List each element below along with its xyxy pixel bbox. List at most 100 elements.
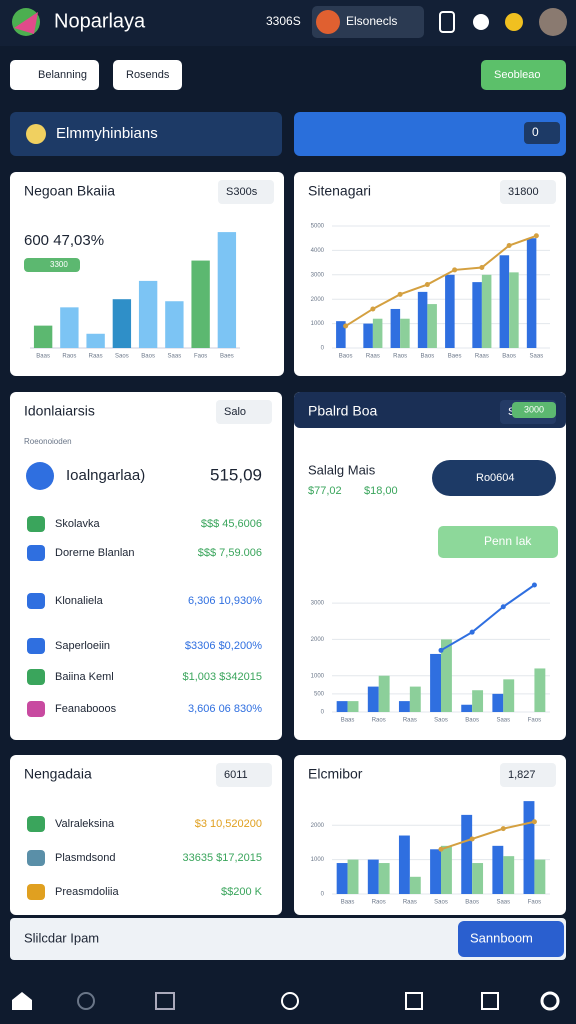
row-value: $3 10,520200 [195,818,262,830]
bar [534,668,546,712]
dropdown[interactable] [216,400,272,424]
row-value: $1,003 $342015 [182,671,262,683]
bar [492,693,504,712]
x-tick-label: Baes [220,354,234,360]
badge [512,402,556,418]
bar [138,280,158,348]
dropdown[interactable] [500,763,556,787]
subtitle: Roeonoioden [24,437,72,446]
bar [445,274,455,348]
y-tick-label: 1000 [311,673,325,679]
bar [461,704,473,712]
bar [503,856,515,894]
line [345,234,537,327]
icon[interactable] [473,14,489,30]
profile[interactable] [539,8,567,36]
line [440,584,536,652]
x-tick-label: Baas [341,900,355,906]
row-value: $$$ 7,59.006 [198,547,262,559]
subtitle: Salalg Mais [308,462,376,477]
point [500,826,506,832]
point [531,582,537,588]
nav-icon[interactable] [281,992,299,1010]
icon [26,124,46,144]
y-tick-label: 0 [321,892,325,898]
row-value: 3,606 06 830% [188,703,262,715]
y-tick-label: 3000 [311,272,325,278]
x-tick-label: Baas [341,718,355,724]
bar [409,686,421,712]
card-header [294,392,566,428]
line [440,820,535,851]
bar [112,299,132,348]
nav-icon[interactable] [405,992,423,1010]
footer-label: Slilcdar Ipam [24,930,99,945]
button[interactable] [481,60,566,90]
point [438,846,444,852]
x-tick-label: Faos [528,900,541,906]
row-icon [27,516,45,532]
nav-icon[interactable] [77,992,95,1010]
icon[interactable] [439,11,455,33]
bar [492,845,504,894]
dropdown-label: Salo [224,406,246,418]
dropdown-label: S300s [226,186,258,198]
bar [336,701,348,712]
badge-label: 3000 [524,404,544,414]
card [294,172,566,376]
account-name: Elsonecls [346,14,397,28]
card-title: Idonlaiarsis [24,403,95,419]
button[interactable] [438,526,558,558]
row-name: Plasmdsond [55,852,116,864]
account[interactable] [312,6,424,38]
card-title: Elcmibor [308,766,363,782]
nav-icon[interactable] [540,991,560,1011]
y-tick-label: 5000 [311,224,325,230]
button[interactable] [524,122,560,144]
x-tick-label: Saas [496,718,510,724]
banner [10,112,282,156]
row-value: $3306 $0,200% [185,640,262,652]
banner [294,112,566,156]
row-value: 33635 $17,2015 [182,852,262,864]
button[interactable] [10,60,99,90]
row-name: Skolavka [55,518,101,530]
row-name: Saperloeiin [55,640,110,652]
y-tick-label: 4000 [311,248,325,254]
nav-icon[interactable] [155,992,175,1010]
nav-home[interactable] [12,992,32,1010]
pill[interactable] [432,460,556,496]
bar [503,679,515,712]
icon[interactable] [505,13,523,31]
button[interactable] [458,921,564,957]
nav-icon[interactable] [481,992,499,1010]
row-icon [27,701,45,717]
stat: $77,02 [308,485,342,497]
row-icon [27,816,45,832]
button[interactable] [113,60,182,90]
bar [372,318,383,348]
x-tick-label: Saos [434,718,448,724]
bar [481,274,492,348]
row-name: Dorerne Blanlan [55,547,135,559]
dropdown[interactable] [218,180,274,204]
y-tick-label: 500 [314,691,325,697]
row-value: $$$ 45,6006 [201,518,262,530]
bar [191,260,210,348]
lead-label: Ioalngarlaa) [66,467,145,484]
point [469,629,475,635]
dropdown[interactable] [500,180,556,204]
point [370,306,376,312]
x-tick-label: Baos [339,354,353,360]
dropdown[interactable] [216,763,272,787]
stat: $18,00 [364,485,398,497]
bar [430,653,441,712]
x-tick-label: Raas [89,354,103,360]
y-tick-label: 0 [321,710,325,716]
footer-bar [10,918,566,960]
bar [367,686,379,712]
badge-label: 3300 [50,260,68,269]
x-tick-label: Saos [434,900,448,906]
bar [441,639,452,712]
